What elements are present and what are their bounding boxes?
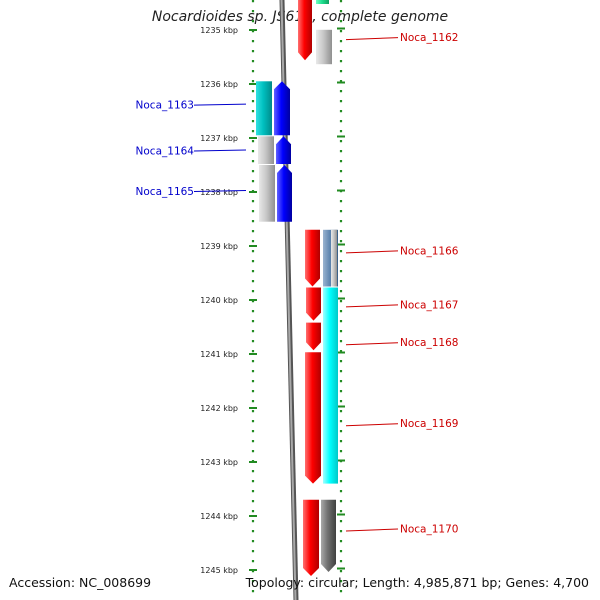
gene-label-noca-1170: Noca_1170 bbox=[400, 524, 458, 536]
tick-label: 1238 kbp bbox=[200, 188, 238, 197]
leader-line bbox=[193, 149, 247, 152]
tick-label: 1241 kbp bbox=[200, 350, 238, 359]
gene-noca-1169 bbox=[305, 352, 321, 484]
gene-noca-1167 bbox=[306, 287, 321, 321]
tick-label: 1235 kbp bbox=[200, 26, 238, 35]
leader-line bbox=[193, 190, 247, 192]
gene-noca-1168 bbox=[306, 322, 321, 351]
tick-label: 1236 kbp bbox=[200, 80, 238, 89]
tick-label: 1245 kbp bbox=[200, 566, 238, 575]
cog-box-noca-1170 bbox=[321, 499, 336, 572]
gene-label-noca-1168: Noca_1168 bbox=[400, 337, 458, 349]
gene-label-noca-1167: Noca_1167 bbox=[400, 299, 458, 311]
gene-noca-1165 bbox=[277, 165, 292, 222]
gene-label-noca-1166: Noca_1166 bbox=[400, 245, 459, 257]
leader-line bbox=[345, 250, 399, 254]
tick-label: 1239 kbp bbox=[200, 242, 238, 251]
leader-line bbox=[345, 37, 399, 41]
leader-line bbox=[193, 103, 247, 106]
partial-feature bbox=[316, 0, 329, 4]
cog-box-noca-1164 bbox=[258, 136, 274, 164]
leader-line bbox=[345, 342, 399, 346]
tick-label: 1243 kbp bbox=[200, 458, 238, 467]
cog-box-noca-1162 bbox=[316, 29, 332, 65]
gene-noca-1162 bbox=[298, 0, 312, 61]
leader-line bbox=[345, 304, 399, 308]
tick-label: 1244 kbp bbox=[200, 512, 238, 521]
tick-label: 1237 kbp bbox=[200, 134, 238, 143]
cog-box-noca-1167-1169 bbox=[323, 287, 338, 484]
leader-line bbox=[345, 423, 399, 427]
tick-label: 1242 kbp bbox=[200, 404, 238, 413]
gene-label-noca-1164: Noca_1164 bbox=[136, 146, 195, 158]
gene-noca-1170 bbox=[303, 499, 319, 576]
tick-label: 1240 kbp bbox=[200, 296, 238, 305]
leader-line bbox=[345, 528, 399, 532]
genome-summary: Topology: circular; Length: 4,985,871 bp… bbox=[245, 575, 589, 590]
accession-text: Accession: NC_008699 bbox=[9, 575, 152, 590]
gene-label-noca-1162: Noca_1162 bbox=[400, 32, 458, 44]
gene-noca-1166 bbox=[305, 229, 320, 287]
gene-label-noca-1163: Noca_1163 bbox=[136, 100, 194, 112]
gene-noca-1164 bbox=[276, 136, 291, 164]
cog-box-noca-1166-b bbox=[331, 229, 337, 287]
gene-label-noca-1169: Noca_1169 bbox=[400, 418, 458, 430]
cog-box-noca-1165 bbox=[259, 165, 275, 222]
cog-box-noca-1163 bbox=[256, 81, 272, 136]
gene-noca-1163 bbox=[274, 81, 290, 136]
gene-label-noca-1165: Noca_1165 bbox=[136, 186, 194, 198]
